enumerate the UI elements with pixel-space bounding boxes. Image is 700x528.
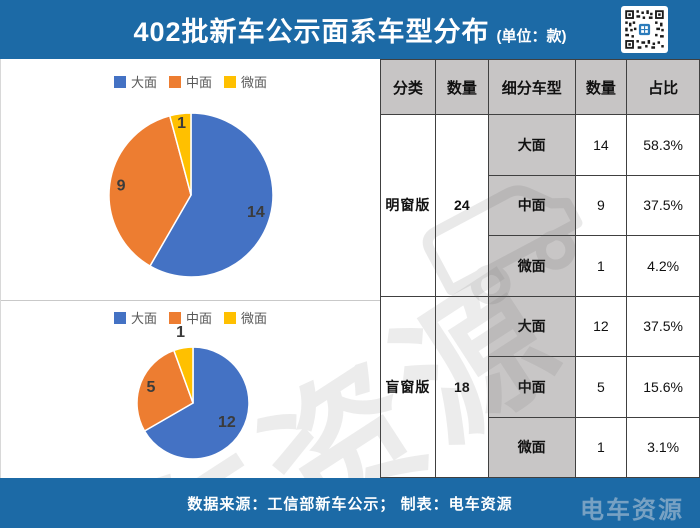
table-row: 盲窗版 18 大面 12 37.5%	[380, 295, 700, 478]
share-cell: 37.5%	[626, 295, 700, 357]
share-cell: 3.1%	[626, 416, 700, 478]
chart-divider	[1, 300, 380, 301]
title-unit: (单位：款)	[496, 28, 567, 45]
legend-swatch-zhongmian-icon	[168, 75, 181, 88]
pie-slice-微面	[169, 112, 192, 196]
subtype-cell: 中面	[487, 174, 576, 236]
legend-item-damian: 大面	[113, 72, 157, 91]
pie-data-label: 12	[218, 414, 236, 431]
subtype-cell: 中面	[487, 356, 576, 418]
pie-chart-mingchuangban: 14 9 1	[108, 112, 274, 278]
table-row: 明窗版 24 大面 14 58.3%	[380, 114, 700, 297]
col-header-subtype: 细分车型	[487, 59, 576, 115]
legend-item-zhongmian: 中面	[168, 308, 212, 327]
pie-slice-大面	[149, 112, 274, 278]
subtype-cell: 大面	[487, 295, 576, 357]
table-row: 中面 5 15.6%	[381, 356, 700, 418]
count-cell: 12	[574, 295, 628, 357]
pie-chart-mangchuangban: 12 5 1	[136, 324, 250, 460]
page-title: 402批新车公示面系车型分布 (单位：款)	[133, 10, 566, 49]
pie-data-label: 1	[177, 115, 186, 132]
legend-item-weimian: 微面	[224, 72, 267, 91]
share-cell: 15.6%	[626, 356, 700, 418]
legend-label: 微面	[241, 311, 268, 326]
qr-code-image	[624, 9, 665, 50]
share-cell: 4.2%	[626, 235, 700, 297]
table-row: 中面 9 37.5%	[381, 174, 700, 236]
share-cell: 37.5%	[626, 174, 700, 236]
legend-label: 大面	[130, 75, 157, 90]
count-cell: 14	[574, 114, 628, 176]
pie-data-label: 1	[176, 324, 185, 341]
count-cell: 9	[574, 174, 628, 236]
subtype-cell: 微面	[487, 235, 576, 297]
pie-slice-大面	[143, 346, 250, 460]
subtype-cell: 微面	[487, 416, 576, 478]
pie-slice-中面	[136, 349, 194, 432]
pie-chart-area-mingchuangban: 大面 中面 微面 14 9 1	[1, 59, 380, 300]
legend-label: 中面	[185, 75, 212, 90]
data-table: 分类 数量 细分车型 数量 占比 明窗版 24 大面 14 58.3%	[380, 59, 700, 478]
legend-swatch-weimian-icon	[224, 311, 236, 324]
title-text: 402批新车公示面系车型分布	[133, 17, 490, 47]
content-area: 大面 中面 微面 14 9 1	[0, 59, 700, 478]
qr-code	[621, 6, 668, 53]
category-cell: 明窗版	[380, 114, 436, 297]
pie-data-label: 14	[247, 204, 265, 221]
share-cell: 58.3%	[626, 114, 700, 176]
legend-swatch-weimian-icon	[224, 75, 236, 88]
legend-label: 微面	[241, 75, 268, 90]
count-cell: 1	[574, 235, 628, 297]
chart1-legend: 大面 中面 微面	[1, 72, 380, 91]
footer-logo: 电车资源	[580, 497, 684, 524]
footer-banner: 数据来源：工信部新车公示； 制表：电车资源 电车资源	[0, 478, 700, 528]
legend-label: 大面	[130, 311, 157, 326]
pie-slice-微面	[173, 346, 194, 404]
legend-label: 中面	[185, 311, 212, 326]
legend-swatch-zhongmian-icon	[168, 311, 181, 324]
pie-slice-中面	[108, 115, 192, 267]
col-header-share: 占比	[626, 59, 700, 115]
col-header-count: 数量	[434, 59, 489, 115]
title-banner: 402批新车公示面系车型分布 (单位：款)	[0, 0, 700, 59]
charts-panel: 大面 中面 微面 14 9 1	[0, 59, 380, 478]
footer-source-text: 数据来源：工信部新车公示； 制表：电车资源	[187, 495, 513, 513]
total-cell: 18	[434, 295, 489, 478]
pie-data-label: 9	[117, 177, 126, 194]
legend-swatch-damian-icon	[113, 75, 126, 88]
col-header-category: 分类	[380, 59, 436, 115]
legend-item-damian: 大面	[113, 308, 157, 327]
subtype-cell: 大面	[487, 114, 576, 176]
table-row: 微面 1 4.2%	[381, 235, 700, 297]
chart2-legend: 大面 中面 微面	[1, 308, 380, 327]
legend-swatch-damian-icon	[113, 311, 126, 324]
count-cell: 5	[574, 356, 628, 418]
table-header-row: 分类 数量 细分车型 数量 占比	[380, 59, 700, 115]
table-panel: 分类 数量 细分车型 数量 占比 明窗版 24 大面 14 58.3%	[380, 59, 700, 478]
pie-data-label: 5	[146, 379, 155, 396]
total-cell: 24	[434, 114, 489, 297]
table-row: 微面 1 3.1%	[381, 416, 700, 478]
category-cell: 盲窗版	[380, 295, 436, 478]
legend-item-zhongmian: 中面	[168, 72, 212, 91]
legend-item-weimian: 微面	[224, 308, 267, 327]
col-header-subcount: 数量	[574, 59, 628, 115]
count-cell: 1	[574, 416, 628, 478]
pie-chart-area-mangchuangban: 大面 中面 微面 12 5 1	[1, 300, 380, 478]
